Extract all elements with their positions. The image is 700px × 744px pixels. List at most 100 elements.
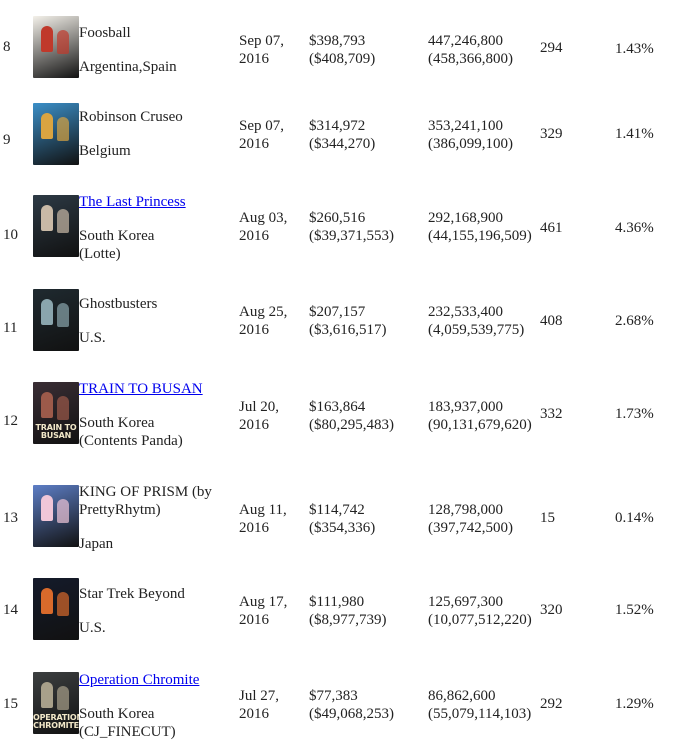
movie-title-link[interactable]: TRAIN TO BUSAN — [79, 381, 203, 397]
admissions-value: 447,246,800 — [428, 33, 503, 49]
country-label: Japan — [79, 536, 114, 552]
admissions-value: 232,533,400 — [428, 304, 503, 320]
admissions-value: 128,798,000 — [428, 502, 503, 518]
table-row: 8 Foosball Argentina,Spain Sep 07, 2016 $398,… — [0, 0, 700, 93]
country-label: Belgium — [79, 143, 131, 159]
table-row: 9 Robinson Cruseo Belgium Sep 07, 2016 $314,9… — [0, 93, 700, 186]
admissions-local: (4,059,539,775) — [428, 322, 525, 338]
revenue-usd: $163,864 — [309, 399, 366, 415]
revenue-usd: $77,383 — [309, 688, 358, 704]
poster-figure-shape — [41, 682, 53, 708]
screens-count: 332 — [540, 406, 563, 422]
screens-count: 461 — [540, 220, 563, 236]
revenue-local: ($354,336) — [309, 520, 376, 536]
release-date: Aug 25, — [239, 304, 288, 320]
movie-title-link[interactable]: The Last Princess — [79, 194, 186, 210]
revenue-local: ($39,371,553) — [309, 228, 394, 244]
movie-title[interactable]: TRAIN TO BUSAN — [79, 380, 203, 398]
poster-figure-shape — [41, 205, 53, 231]
table-row: 13 KING OF PRISM (by PrettyRhytm) Japan Aug… — [0, 465, 700, 558]
admissions-local: (458,366,800) — [428, 51, 513, 67]
revenue-usd: $111,980 — [309, 594, 365, 610]
revenue-local: ($49,068,253) — [309, 706, 394, 722]
rank-cell: 8 — [3, 39, 11, 55]
rank-cell: 10 — [3, 227, 18, 243]
release-date: 2016 — [239, 706, 269, 722]
screens-count: 408 — [540, 313, 563, 329]
poster-figure-shape — [57, 117, 69, 141]
release-date: 2016 — [239, 417, 269, 433]
poster-figure-shape — [41, 588, 53, 614]
admissions-value: 183,937,000 — [428, 399, 503, 415]
country-label: U.S. — [79, 620, 106, 636]
revenue-usd: $398,793 — [309, 33, 366, 49]
market-share: 1.52% — [615, 602, 654, 618]
rank-cell: 9 — [3, 132, 11, 148]
movie-title: Ghostbusters — [79, 296, 158, 312]
market-share: 1.73% — [615, 406, 654, 422]
ghostbusters-poster-icon[interactable] — [33, 289, 79, 351]
market-share: 4.36% — [615, 220, 654, 236]
release-date: Jul 27, — [239, 688, 280, 704]
screens-count: 320 — [540, 602, 563, 618]
rank-cell: 13 — [3, 510, 18, 526]
release-date: Aug 17, — [239, 594, 288, 610]
poster-figure-shape — [57, 30, 69, 54]
release-date: Aug 03, — [239, 210, 288, 226]
star-trek-beyond-poster-icon[interactable] — [33, 578, 79, 640]
last-princess-poster-icon[interactable] — [33, 195, 79, 257]
country-label: (Lotte) — [79, 246, 121, 262]
robinson-crusoe-poster-icon[interactable] — [33, 103, 79, 165]
poster-figure-shape — [57, 209, 69, 233]
admissions-local: (386,099,100) — [428, 136, 513, 152]
admissions-local: (397,742,500) — [428, 520, 513, 536]
operation-chromite-poster-icon[interactable]: OPERATION CHROMITE — [33, 672, 79, 734]
release-date: 2016 — [239, 136, 269, 152]
release-date: 2016 — [239, 520, 269, 536]
table-row: 10 The Last Princess South Korea (Lotte) Aug… — [0, 186, 700, 279]
poster-figure-shape — [41, 495, 53, 521]
movie-title[interactable]: Operation Chromite — [79, 671, 199, 689]
poster-figure-shape — [41, 113, 53, 139]
rank-cell: 12 — [3, 413, 18, 429]
country-label: South Korea — [79, 415, 155, 431]
release-date: Jul 20, — [239, 399, 280, 415]
release-date: Sep 07, — [239, 33, 284, 49]
poster-figure-shape — [41, 299, 53, 325]
country-label: South Korea — [79, 706, 155, 722]
king-of-prism-poster-icon[interactable] — [33, 485, 79, 547]
revenue-local: ($3,616,517) — [309, 322, 387, 338]
market-share: 0.14% — [615, 510, 654, 526]
admissions-value: 125,697,300 — [428, 594, 503, 610]
screens-count: 294 — [540, 40, 563, 56]
release-date: 2016 — [239, 322, 269, 338]
foosball-poster-icon[interactable] — [33, 16, 79, 78]
country-label: Argentina,Spain — [79, 59, 177, 75]
release-date: Aug 11, — [239, 502, 287, 518]
poster-caption: TRAIN TO BUSAN — [35, 423, 77, 440]
admissions-value: 353,241,100 — [428, 118, 503, 134]
release-date: 2016 — [239, 228, 269, 244]
poster-caption: OPERATION CHROMITE — [33, 713, 79, 730]
poster-figure-shape — [57, 592, 69, 616]
movie-title: Foosball — [79, 25, 131, 41]
poster-figure-shape — [57, 303, 69, 327]
train-to-busan-poster-icon[interactable]: TRAIN TO BUSAN — [33, 382, 79, 444]
movie-title-link[interactable]: Operation Chromite — [79, 672, 200, 688]
movie-title: KING OF PRISM (by PrettyRhytm) — [79, 484, 212, 518]
movie-title[interactable]: The Last Princess — [79, 193, 186, 211]
admissions-local: (90,131,679,620) — [428, 417, 532, 433]
poster-figure-shape — [41, 392, 53, 418]
revenue-usd: $314,972 — [309, 118, 366, 134]
revenue-usd: $260,516 — [309, 210, 366, 226]
admissions-value: 86,862,600 — [428, 688, 496, 704]
table-row: 11 Ghostbusters U.S. Aug 25, 2016 $207,157 ($3… — [0, 279, 700, 372]
country-label: U.S. — [79, 330, 106, 346]
country-label: (CJ_FINECUT) — [79, 724, 176, 740]
movie-title: Robinson Cruseo — [79, 109, 183, 125]
table-row: 14 Star Trek Beyond U.S. Aug 17, 2016 $111,98… — [0, 558, 700, 651]
table-row: 12 TRAIN TO BUSAN TRAIN TO BUSAN South Kore… — [0, 372, 700, 465]
admissions-local: (44,155,196,509) — [428, 228, 532, 244]
market-share: 1.29% — [615, 696, 654, 712]
rank-cell: 11 — [3, 320, 18, 336]
